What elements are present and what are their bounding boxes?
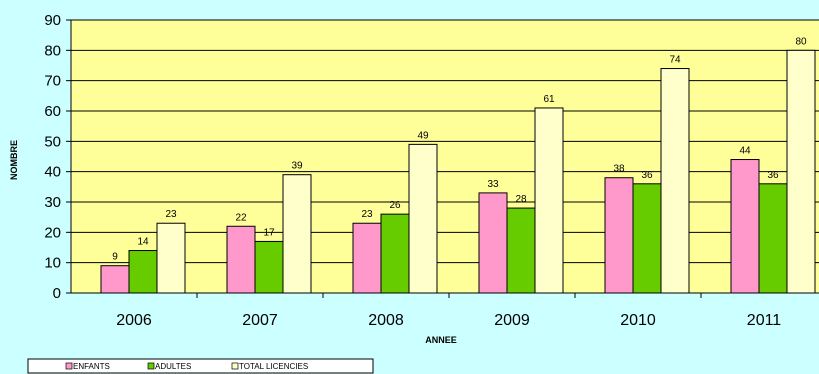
bar-total-licencies-2011 xyxy=(786,49,816,294)
data-label: 74 xyxy=(669,55,681,66)
bar-adultes-2011 xyxy=(758,183,788,294)
data-label: 33 xyxy=(487,179,499,190)
bar-adultes-2006 xyxy=(128,250,158,294)
y-tick-label: 60 xyxy=(44,103,61,120)
y-tick-label: 50 xyxy=(44,133,61,150)
x-tick-label: 2009 xyxy=(494,312,530,329)
data-label: 39 xyxy=(291,161,303,172)
plot-area xyxy=(71,20,819,293)
bar-adultes-2010 xyxy=(632,183,662,294)
gridlines xyxy=(66,19,819,294)
data-label: 36 xyxy=(767,170,779,181)
data-label: 23 xyxy=(361,209,373,220)
y-tick-label: 70 xyxy=(44,73,61,90)
y-tick-label: 10 xyxy=(44,255,61,272)
y-tick-label: 0 xyxy=(53,285,61,302)
y-tick-label: 80 xyxy=(44,42,61,59)
data-label: 80 xyxy=(795,36,807,47)
bar-enfants-2006 xyxy=(100,265,130,294)
x-tick-label: 2011 xyxy=(747,312,782,329)
bar-adultes-2008 xyxy=(380,213,410,294)
data-label: 36 xyxy=(641,170,653,181)
legend-swatch xyxy=(231,362,239,370)
data-labels: 9 14 23 22 17 39 23 26 49 33 28 61 38 36 74 44 36 80 xyxy=(112,36,807,262)
bar-total-licencies-2006 xyxy=(156,222,186,294)
bar-enfants-2011 xyxy=(730,159,760,294)
bar-enfants-2009 xyxy=(478,192,508,294)
legend-swatch xyxy=(65,362,73,370)
y-tick-label: 90 xyxy=(44,12,61,29)
y-axis-label: NOMBRE xyxy=(9,140,19,180)
y-tick-label: 20 xyxy=(44,224,61,241)
data-label: 28 xyxy=(515,194,527,205)
data-label: 17 xyxy=(263,227,275,238)
x-tick-labels: 2006 2007 2008 2009 2010 2011 xyxy=(116,293,781,329)
x-tick-label: 2010 xyxy=(620,312,656,329)
legend-label: ENFANTS xyxy=(73,362,110,371)
y-tick-labels: 0 10 20 30 40 50 60 70 80 90 xyxy=(44,12,61,302)
bar-total-licencies-2008 xyxy=(408,143,438,294)
y-tick-label: 30 xyxy=(44,194,61,211)
data-label: 22 xyxy=(235,212,247,223)
legend: ENFANTS ADULTES TOTAL LICENCIES xyxy=(27,358,374,374)
data-label: 44 xyxy=(739,146,751,157)
x-tick-label: 2007 xyxy=(242,312,278,329)
bar-adultes-2009 xyxy=(506,207,536,294)
bar-enfants-2007 xyxy=(226,225,256,294)
x-axis-label: ANNEE xyxy=(425,335,457,345)
data-label: 61 xyxy=(543,94,555,105)
legend-label: TOTAL LICENCIES xyxy=(239,362,308,371)
bar-total-licencies-2010 xyxy=(660,68,690,294)
bars xyxy=(100,49,816,294)
data-label: 49 xyxy=(417,130,429,141)
data-label: 23 xyxy=(165,209,177,220)
bar-enfants-2010 xyxy=(604,177,634,294)
x-tick-label: 2008 xyxy=(368,312,404,329)
axes xyxy=(70,20,819,294)
data-label: 9 xyxy=(112,252,118,263)
x-tick-label: 2006 xyxy=(116,312,152,329)
legend-swatch xyxy=(147,362,155,370)
bar-adultes-2007 xyxy=(254,240,284,294)
y-tick-label: 40 xyxy=(44,164,61,181)
legend-box xyxy=(27,358,374,374)
legend-label: ADULTES xyxy=(155,362,191,371)
data-label: 14 xyxy=(137,237,149,248)
bar-enfants-2008 xyxy=(352,222,382,294)
data-label: 26 xyxy=(389,200,401,211)
bar-total-licencies-2009 xyxy=(534,107,564,294)
bar-total-licencies-2007 xyxy=(282,174,312,294)
data-label: 38 xyxy=(613,164,625,175)
